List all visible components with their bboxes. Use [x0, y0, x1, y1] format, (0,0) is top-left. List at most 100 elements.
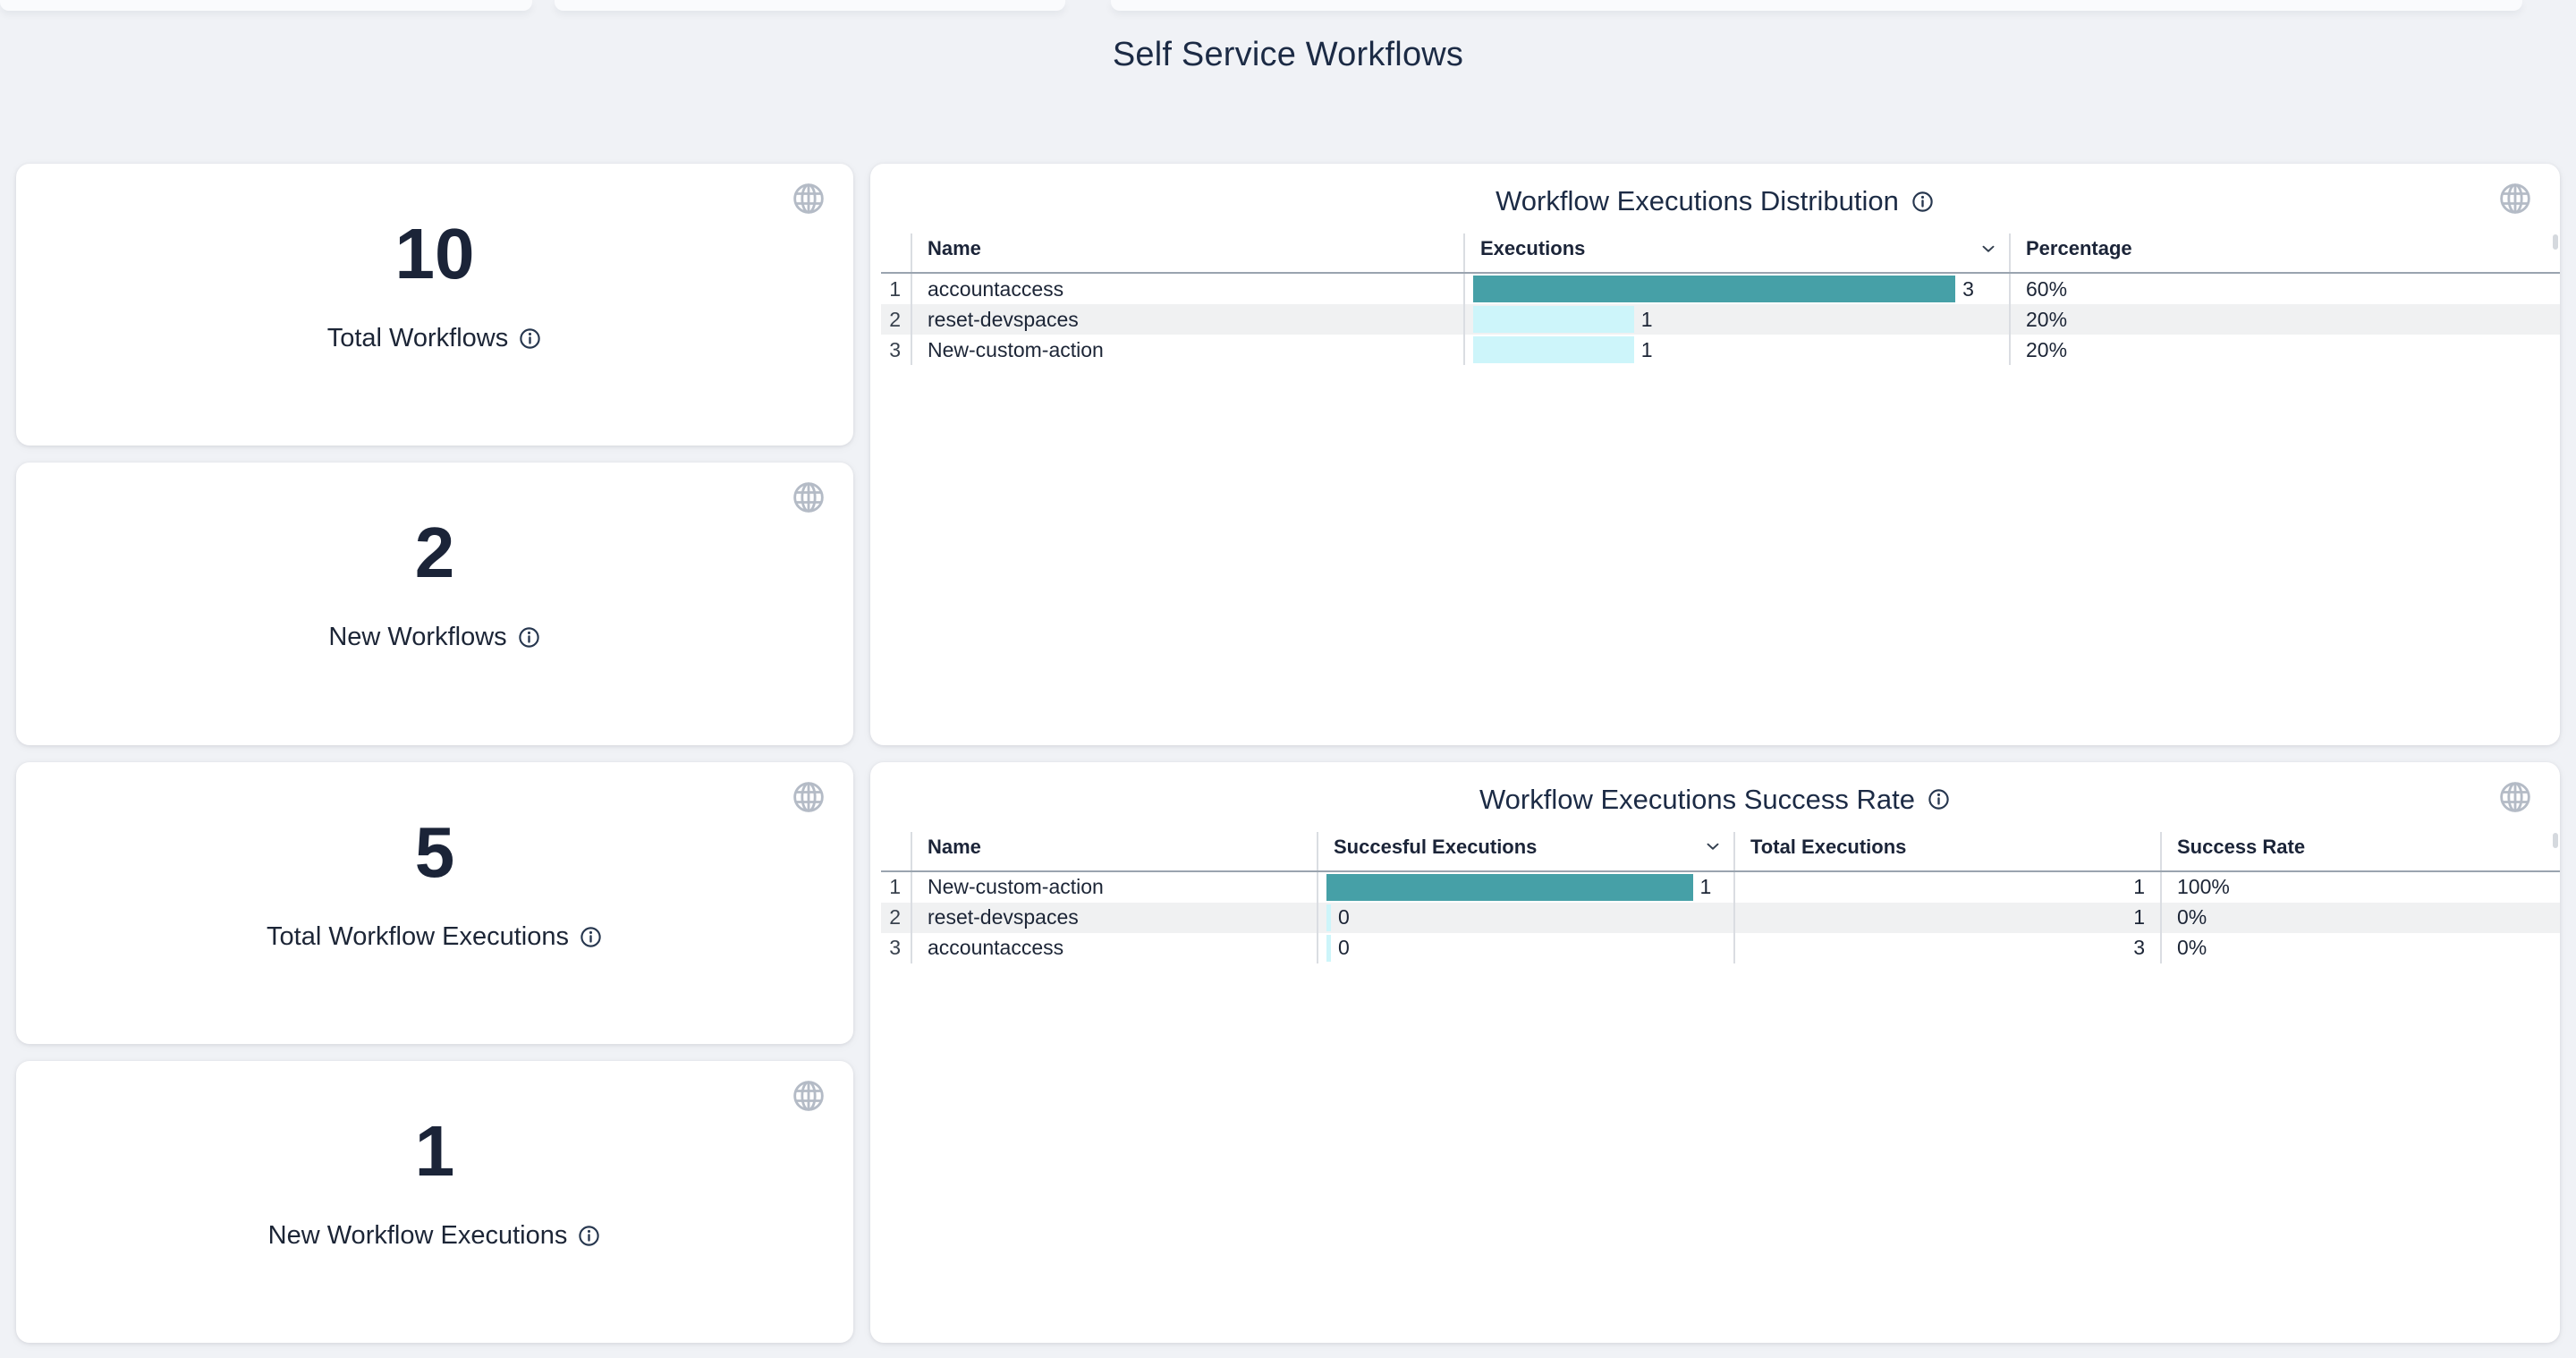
info-icon[interactable] — [579, 925, 603, 949]
table-row: 3 accountaccess 0 3 0% — [881, 932, 2560, 963]
globe-icon — [791, 181, 826, 216]
stat-label-text: New Workflow Executions — [267, 1220, 568, 1250]
workflow-name-cell: New-custom-action — [911, 335, 1464, 365]
column-header-index — [881, 831, 911, 872]
stat-value: 5 — [414, 811, 455, 892]
table-row: 2 reset-devspaces 0 1 0% — [881, 902, 2560, 933]
workflow-name-cell: reset-devspaces — [911, 902, 1318, 933]
success-rate-cell: 0% — [2160, 932, 2560, 963]
total-executions-cell: 3 — [1733, 932, 2161, 963]
workflow-name-cell: New-custom-action — [911, 870, 1318, 903]
widget-title: Workflow Executions Distribution — [924, 185, 2506, 217]
bar-row: 3 — [1473, 276, 2009, 302]
info-icon[interactable] — [1927, 787, 1951, 811]
bar-cell: 3 — [1463, 273, 2010, 304]
globe-icon — [2497, 779, 2533, 815]
column-header-name[interactable]: Name — [911, 233, 1464, 274]
column-header-percentage[interactable]: Percentage — [2009, 233, 2560, 274]
chevron-down-icon[interactable] — [1703, 836, 1723, 856]
stat-label-text: New Workflows — [328, 623, 507, 652]
bar-value-label: 0 — [1338, 905, 1350, 929]
value-bar — [1473, 306, 1634, 333]
stat-label: Total Workflow Executions — [267, 922, 603, 952]
stat-label-text: Total Workflow Executions — [267, 921, 569, 951]
column-header-success-rate[interactable]: Success Rate — [2160, 831, 2560, 872]
value-bar — [1473, 276, 1956, 302]
widget-workflow-executions-distribution: Workflow Executions Distribution Name Ex… — [870, 164, 2560, 745]
row-index: 3 — [889, 936, 901, 959]
globe-icon — [791, 779, 826, 815]
column-header-total-executions[interactable]: Total Executions — [1733, 831, 2161, 872]
globe-icon — [791, 1078, 826, 1114]
stat-value: 1 — [414, 1110, 455, 1191]
table-header-row: Name Succesful Executions Total Executio… — [881, 831, 2560, 872]
table-row: 3 New-custom-action 1 20% — [881, 335, 2560, 365]
stat-label: Total Workflows — [327, 324, 543, 353]
percentage-cell: 20% — [2009, 335, 2560, 365]
stat-label: New Workflow Executions — [268, 1221, 602, 1251]
info-icon[interactable] — [518, 327, 542, 351]
globe-icon — [2497, 181, 2533, 216]
widget-title-text: Workflow Executions Distribution — [1496, 185, 1899, 216]
page-title: Self Service Workflows — [1112, 36, 1464, 73]
workflow-name-cell: accountaccess — [911, 273, 1464, 304]
widget-title: Workflow Executions Success Rate — [924, 784, 2506, 816]
workflow-name-cell: accountaccess — [911, 932, 1318, 963]
success-rate-cell: 100% — [2160, 870, 2560, 903]
globe-icon — [791, 480, 826, 515]
row-index: 3 — [889, 337, 901, 361]
bar-value-label: 1 — [1640, 337, 1653, 361]
row-index: 1 — [889, 875, 901, 898]
bar-row: 1 — [1473, 306, 2009, 333]
percentage-cell: 20% — [2009, 304, 2560, 335]
info-icon[interactable] — [577, 1224, 601, 1248]
total-executions-cell: 1 — [1733, 902, 2161, 933]
workflow-name-cell: reset-devspaces — [911, 304, 1464, 335]
bar-value-label: 1 — [1699, 875, 1712, 898]
info-icon[interactable] — [1911, 190, 1935, 214]
value-bar — [1473, 336, 1634, 363]
cutoff-card-top-left — [0, 0, 532, 11]
value-bar — [1326, 873, 1693, 901]
column-header-index — [881, 233, 911, 274]
stat-value: 10 — [394, 214, 475, 294]
column-header-successful-executions[interactable]: Succesful Executions — [1317, 831, 1734, 872]
bar-row: 1 — [1473, 336, 2009, 363]
stat-value: 2 — [414, 513, 455, 593]
bar-cell: 1 — [1463, 304, 2010, 335]
stat-label-text: Total Workflows — [326, 324, 509, 353]
info-icon[interactable] — [517, 625, 541, 649]
bar-value-label: 1 — [1640, 307, 1653, 331]
widget-workflow-executions-success-rate: Workflow Executions Success Rate Name Su… — [870, 761, 2560, 1343]
chevron-down-icon[interactable] — [1979, 239, 1998, 259]
stat-card-total-workflows: 10 Total Workflows — [16, 164, 853, 446]
stat-card-new-workflow-executions: 1 New Workflow Executions — [16, 1060, 853, 1343]
percentage-cell: 60% — [2009, 273, 2560, 304]
stat-label: New Workflows — [328, 623, 540, 652]
stat-card-total-workflow-executions: 5 Total Workflow Executions — [16, 761, 853, 1044]
table-row: 1 accountaccess 3 60% — [881, 273, 2560, 304]
table-row: 2 reset-devspaces 1 20% — [881, 304, 2560, 335]
bar-cell: 0 — [1317, 932, 1734, 963]
dashboard-grid: 10 Total Workflows 2 New Workflows 5 Tot… — [16, 164, 2560, 1343]
column-header-name[interactable]: Name — [911, 831, 1318, 872]
row-index: 1 — [889, 276, 901, 301]
bar-cell: 1 — [1317, 870, 1734, 903]
executions-distribution-table: Name Executions Percentage 1 accountacces… — [881, 233, 2560, 365]
table-row: 1 New-custom-action 1 1 100% — [881, 870, 2560, 903]
total-executions-cell: 1 — [1733, 870, 2161, 903]
cutoff-card-top-right — [1111, 0, 2522, 11]
value-bar — [1326, 934, 1331, 962]
bar-value-label: 0 — [1338, 936, 1350, 959]
row-index: 2 — [889, 905, 901, 929]
column-header-executions[interactable]: Executions — [1463, 233, 2010, 274]
success-rate-cell: 0% — [2160, 902, 2560, 933]
stat-card-new-workflows: 2 New Workflows — [16, 463, 853, 745]
row-index: 2 — [889, 307, 901, 331]
table-header-row: Name Executions Percentage — [881, 233, 2560, 274]
bar-row: 0 — [1326, 934, 1733, 962]
bar-cell: 1 — [1463, 335, 2010, 365]
widget-title-text: Workflow Executions Success Rate — [1479, 783, 1915, 815]
bar-cell: 0 — [1317, 902, 1734, 933]
value-bar — [1326, 904, 1331, 931]
